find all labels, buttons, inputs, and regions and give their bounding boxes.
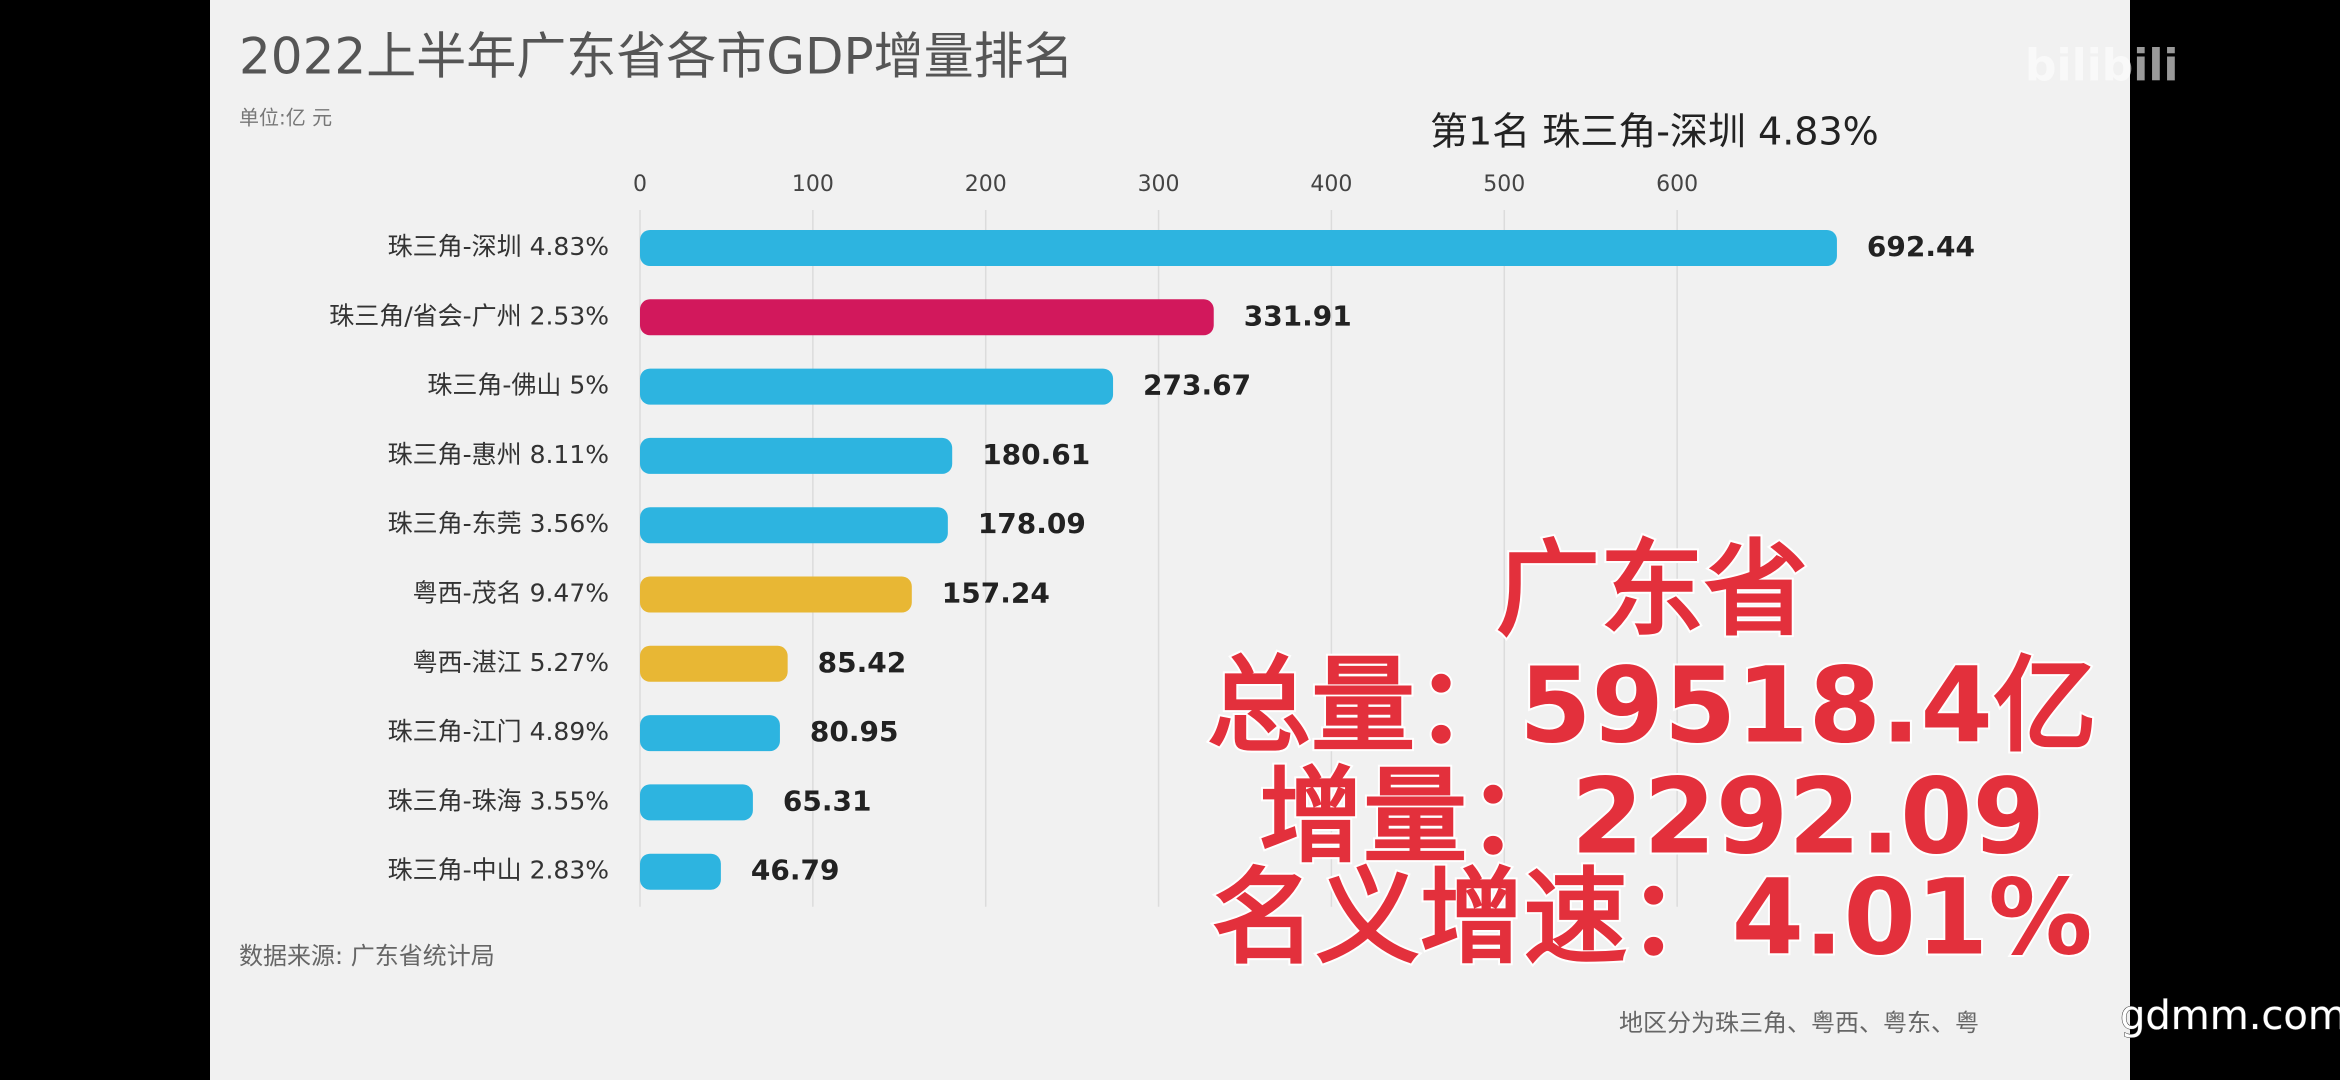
value-label: 180.61: [982, 438, 1090, 471]
overlay-text: 总量：59518.4亿: [1207, 644, 2097, 766]
value-label: 157.24: [942, 577, 1050, 610]
value-label: 65.31: [783, 784, 872, 817]
value-label: 273.67: [1143, 369, 1251, 402]
value-label: 46.79: [751, 854, 840, 887]
unit-label: 单位:亿 元: [239, 106, 332, 130]
x-tick-label: 200: [965, 172, 1007, 197]
chart: 0 100 200 300 400 500 600 珠三角-深圳 4.83% 692.44 珠三角…: [329, 172, 1975, 907]
y-tick-label: 珠三角/省会-广州 2.53%: [329, 301, 609, 330]
value-label: 331.91: [1244, 299, 1352, 332]
bar: [640, 853, 721, 890]
y-tick-label: 珠三角-江门 4.89%: [388, 717, 609, 746]
x-tick-label: 100: [792, 172, 834, 197]
note: 地区分为珠三角、粤西、粤东、粤: [1619, 1009, 1979, 1037]
value-label: 178.09: [978, 507, 1086, 540]
overlay: 广东省 总量：59518.4亿 增量：2292.09 名义增速：4.01%: [1205, 526, 2099, 980]
y-tick-label: 珠三角-佛山 5%: [427, 371, 609, 400]
bar: [640, 437, 953, 474]
x-tick-label: 600: [1656, 172, 1698, 197]
bar: [640, 299, 1214, 336]
y-tick-label: 珠三角-惠州 8.11%: [388, 440, 609, 469]
video-frame: [210, 0, 2130, 1080]
bar: [640, 715, 780, 752]
value-label: 85.42: [818, 646, 907, 679]
x-tick-label: 500: [1483, 172, 1525, 197]
rank-label: 第1名 珠三角-深圳 4.83%: [1430, 110, 1879, 154]
watermark: gdmm.com: [2120, 993, 2340, 1039]
bar: [640, 576, 912, 613]
overlay-text: 名义增速：4.01%: [1212, 856, 2093, 978]
x-tick-label: 0: [633, 172, 647, 197]
value-label: 80.95: [810, 715, 899, 748]
overlay-text: 增量：2292.09: [1259, 755, 2045, 877]
bar: [640, 507, 948, 544]
bar: [640, 784, 753, 821]
bar: [640, 368, 1114, 405]
source: 数据来源: 广东省统计局: [239, 942, 495, 970]
chart-title: 2022上半年广东省各市GDP增量排名: [239, 28, 1074, 86]
bar: [640, 645, 788, 682]
y-tick-label: 粤西-茂名 9.47%: [413, 579, 609, 608]
bar: [640, 230, 1837, 266]
y-tick-label: 珠三角-东莞 3.56%: [388, 509, 609, 538]
y-tick-label: 珠三角-深圳 4.83%: [388, 232, 609, 261]
x-tick-label: 300: [1138, 172, 1180, 197]
x-tick-label: 400: [1310, 172, 1352, 197]
y-tick-label: 珠三角-中山 2.83%: [388, 856, 609, 885]
y-tick-label: 珠三角-珠海 3.55%: [388, 786, 609, 815]
watermark: bilibili: [2025, 40, 2178, 91]
value-label: 692.44: [1867, 230, 1975, 263]
y-tick-label: 粤西-湛江 5.27%: [413, 648, 609, 677]
overlay-text: 广东省: [1496, 528, 1808, 650]
